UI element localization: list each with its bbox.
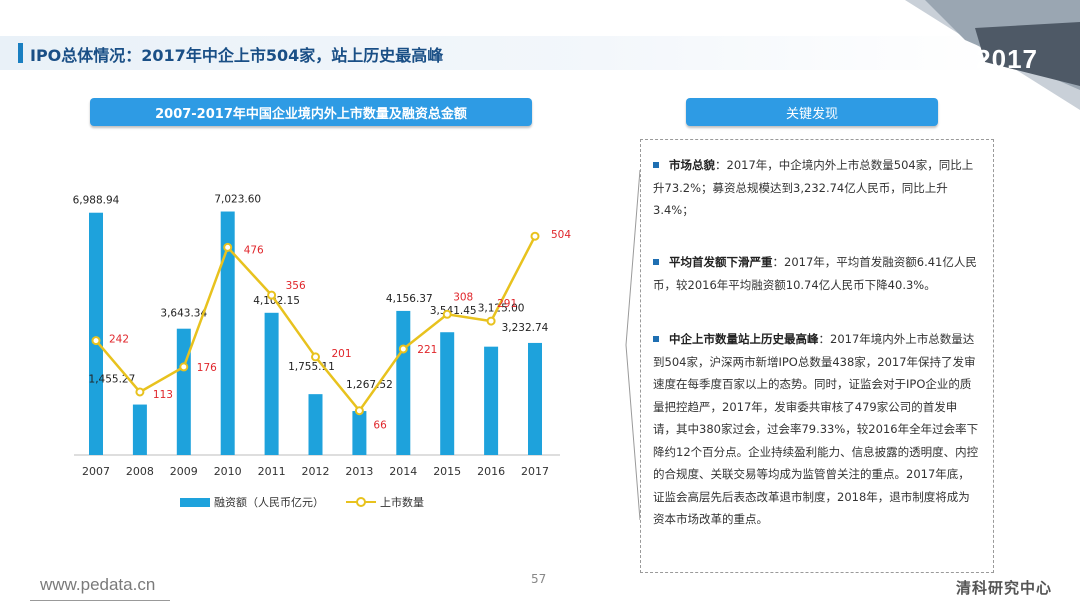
bar-2014 xyxy=(396,310,411,455)
x-tick-label: 2009 xyxy=(170,465,198,478)
line-value-label: 308 xyxy=(453,291,473,303)
line-point-2017 xyxy=(530,231,540,241)
line-point-2009 xyxy=(179,362,189,372)
legend-line-label: 上市数量 xyxy=(380,496,424,509)
findings-title-pill: 关键发现 xyxy=(686,98,938,126)
bar-value-label: 1,267.52 xyxy=(346,379,393,391)
x-tick-label: 2012 xyxy=(302,465,330,478)
line-value-label: 113 xyxy=(153,389,173,401)
bar-2016 xyxy=(484,346,499,455)
ipo-chart: 2007 2008 2009 2010 2011 2012 2013 2014 2015 2016… xyxy=(73,194,572,478)
line-point-2007 xyxy=(91,336,101,346)
bullet-icon xyxy=(653,161,659,168)
x-tick-label: 2007 xyxy=(82,465,110,478)
legend-line: 上市数量 xyxy=(346,494,424,510)
bar-2017 xyxy=(528,342,542,455)
line-point-2008 xyxy=(135,387,145,397)
findings-panel: 市场总貌：2017年，中企境内外上市总数量504家，同比上升73.2%；募资总规… xyxy=(640,139,994,573)
line-point-2013 xyxy=(354,406,364,416)
finding-text: ：2017年，中企境内外上市总数量504家，同比上升73.2%；募资总规模达到3… xyxy=(653,158,974,217)
legend-bar-swatch xyxy=(180,497,210,507)
line-value-label: 504 xyxy=(551,229,571,241)
finding-head: 市场总貌 xyxy=(669,158,715,172)
x-tick-label: 2008 xyxy=(126,465,154,478)
line-value-label: 201 xyxy=(332,348,352,360)
x-tick-label: 2010 xyxy=(214,465,242,478)
bar-2010 xyxy=(220,211,235,455)
finding-head: 中企上市数量站上历史最高峰 xyxy=(669,332,819,346)
brand-logo: 清科研究中心 xyxy=(955,579,1052,597)
title-bar xyxy=(0,36,1000,70)
line-point-2016 xyxy=(486,316,496,326)
callout-pointer xyxy=(625,169,641,521)
line-value-label: 356 xyxy=(286,280,306,292)
bar-value-label: 3,643.34 xyxy=(160,308,207,320)
line-series xyxy=(95,235,537,413)
line-point-2012 xyxy=(311,352,320,362)
bar-2015 xyxy=(440,332,455,455)
bar-value-label: 4,156.37 xyxy=(386,293,433,305)
bar-value-label: 6,988.94 xyxy=(73,195,120,207)
line-point-2015 xyxy=(442,309,452,319)
bar-2008 xyxy=(132,404,147,455)
x-tick-label: 2017 xyxy=(521,465,549,478)
line-value-label: 221 xyxy=(417,344,437,356)
line-value-label: 176 xyxy=(197,362,217,374)
line-value-label: 291 xyxy=(497,298,517,310)
bar-2013 xyxy=(352,411,367,455)
legend-line-swatch xyxy=(346,497,376,507)
bar-2012 xyxy=(308,394,323,455)
bar-value-label: 3,125.00 xyxy=(478,303,525,315)
bar-2007 xyxy=(89,212,103,455)
line-point-2014 xyxy=(398,344,408,354)
line-value-label: 66 xyxy=(373,420,387,432)
x-tick-label: 2011 xyxy=(258,465,286,478)
finding-market-overview: 市场总貌：2017年，中企境内外上市总数量504家，同比上升73.2%；募资总规… xyxy=(653,154,979,222)
bar-value-label: 1,455.27 xyxy=(89,374,136,386)
finding-text: ：2017年境内外上市总数量达到504家，沪深两市新增IPO总数量438家，20… xyxy=(653,332,979,526)
bullet-icon xyxy=(653,335,659,342)
bar-2009 xyxy=(176,328,191,455)
page-title: IPO总体情况：2017年中企上市504家，站上历史最高峰 xyxy=(30,46,444,65)
footer-url[interactable]: www.pedata.cn xyxy=(40,575,156,594)
bar-2011 xyxy=(264,312,279,455)
x-tick-label: 2015 xyxy=(433,465,461,478)
title-accent xyxy=(18,43,23,63)
bar-value-label: 3,232.74 xyxy=(502,322,549,334)
line-point-2011 xyxy=(267,290,277,300)
finding-listing-peak: 中企上市数量站上历史最高峰：2017年境内外上市总数量达到504家，沪深两市新增… xyxy=(653,328,979,531)
corner-decoration xyxy=(905,0,1080,110)
legend-bar-label: 融资额（人民币亿元） xyxy=(214,496,324,509)
bar-value-label: 7,023.60 xyxy=(214,194,261,206)
page-number: 57 xyxy=(531,572,547,586)
chart-title-pill: 2007-2017年中国企业境内外上市数量及融资总金额 xyxy=(90,98,532,126)
footer-divider xyxy=(30,600,170,601)
line-value-label: 476 xyxy=(244,244,264,256)
bullet-icon xyxy=(653,258,659,265)
x-tick-label: 2016 xyxy=(477,465,505,478)
finding-avg-issue: 平均首发额下滑严重：2017年，平均首发融资额6.41亿人民币，较2016年平均… xyxy=(653,251,979,296)
finding-text: ：2017年，平均首发融资额6.41亿人民币，较2016年平均融资额10.74亿… xyxy=(653,255,977,292)
bar-value-label: 1,755.11 xyxy=(288,361,335,373)
line-value-label: 242 xyxy=(109,334,129,346)
line-point-2010 xyxy=(223,242,233,252)
x-tick-label: 2014 xyxy=(389,465,417,478)
year-badge: 2017 xyxy=(976,44,1038,74)
legend-bar: 融资额（人民币亿元） xyxy=(180,494,324,510)
finding-head: 平均首发额下滑严重 xyxy=(669,255,773,269)
x-tick-label: 2013 xyxy=(345,465,373,478)
bar-value-label: 3,541.45 xyxy=(430,305,477,317)
